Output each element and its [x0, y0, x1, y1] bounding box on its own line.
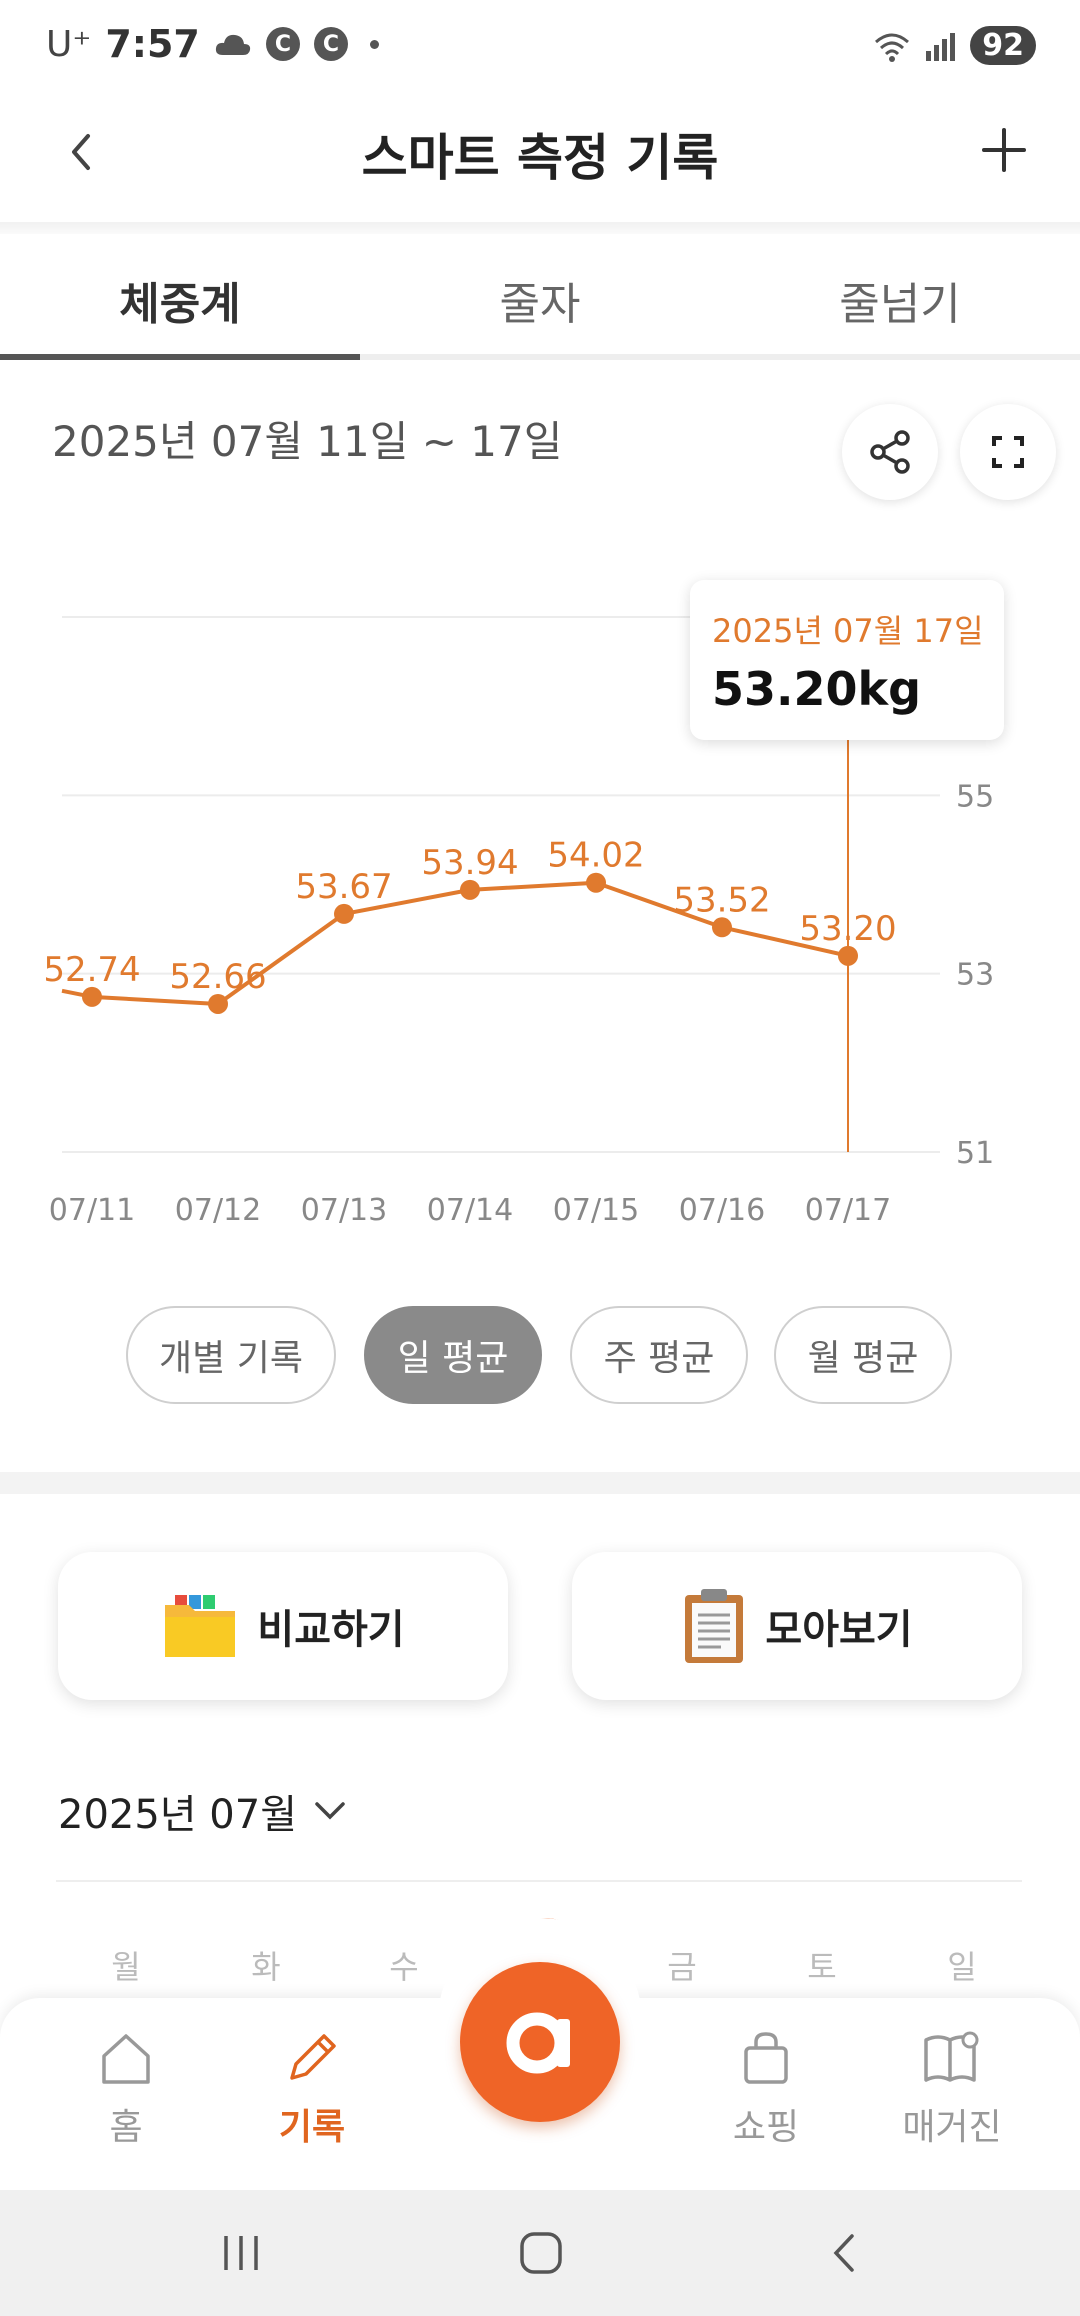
data-point: [208, 993, 228, 1014]
clipboard-icon: [685, 1589, 744, 1663]
folder-icon: [165, 1595, 236, 1657]
data-label: 53.20: [799, 909, 896, 949]
tab-scale[interactable]: 체중계: [0, 234, 360, 360]
y-tick-label: 55: [956, 779, 994, 814]
data-point: [334, 903, 354, 924]
pencil-icon: [290, 2034, 336, 2080]
compare-label: 비교하기: [257, 1607, 405, 1653]
tooltip-date: 2025년 07월 17일: [712, 612, 984, 650]
data-point: [586, 872, 606, 893]
data-label: 53.67: [295, 867, 392, 907]
y-tick-label: 53: [956, 958, 994, 993]
chevron-down-icon: [315, 1802, 345, 1820]
series-line: [61, 880, 849, 1006]
pill-monthly-average[interactable]: 월 평균: [774, 1306, 952, 1404]
share-button[interactable]: [842, 404, 938, 500]
nav-shopping[interactable]: 쇼핑: [696, 2028, 836, 2150]
brand-a-icon: [506, 2012, 570, 2074]
data-label: 52.66: [169, 957, 266, 997]
weekday-sat: 토: [807, 1948, 837, 1986]
data-label: 53.52: [673, 880, 770, 920]
page-title: 스마트 측정 기록: [361, 129, 719, 187]
x-tick-label: 07/16: [679, 1193, 765, 1228]
tab-jump-rope[interactable]: 줄넘기: [839, 279, 961, 330]
data-point: [838, 945, 858, 966]
back-button-icon[interactable]: [820, 2228, 870, 2278]
month-selector[interactable]: 2025년 07월: [58, 1782, 347, 1840]
pill-individual-record[interactable]: 개별 기록: [126, 1306, 336, 1404]
c-badge-icon: C: [313, 27, 348, 61]
shopping-bag-icon: [744, 2032, 788, 2084]
weekday-sun: 일: [947, 1948, 977, 1986]
weekday-wed: 수: [389, 1948, 419, 1986]
tooltip-value: 53.20kg: [712, 662, 922, 716]
weekday-fri: 금: [667, 1948, 697, 1986]
x-tick-label: 07/12: [175, 1193, 261, 1228]
data-point: [712, 917, 732, 938]
weekday-mon: 월: [111, 1948, 141, 1986]
x-tick-label: 07/17: [805, 1193, 891, 1228]
data-point: [460, 879, 480, 900]
pill-daily-average[interactable]: 일 평균: [364, 1306, 542, 1404]
carrier-label: U⁺: [46, 23, 92, 65]
date-range: 2025년 07월 11일 ~ 17일: [52, 417, 563, 466]
view-mode-selector: 개별 기록 일 평균 주 평균 월 평균: [0, 1306, 1080, 1406]
month-label: 2025년 07월: [58, 1792, 298, 1838]
tab-tape-measure[interactable]: 줄자: [499, 279, 581, 330]
nav-home-label: 홈: [109, 2107, 143, 2148]
nav-shopping-label: 쇼핑: [732, 2107, 800, 2148]
fullscreen-button[interactable]: [960, 404, 1056, 500]
nav-record-label: 기록: [278, 2107, 346, 2148]
battery-indicator: 92: [970, 26, 1036, 65]
pill-weekly-average[interactable]: 주 평균: [570, 1306, 748, 1404]
data-label: 53.94: [421, 843, 518, 883]
chart-tooltip: 2025년 07월 17일 53.20kg: [690, 580, 1004, 740]
compare-button[interactable]: 비교하기: [58, 1552, 508, 1700]
y-tick-label: 51: [956, 1136, 994, 1171]
fullscreen-icon: [992, 436, 1024, 468]
data-point: [82, 986, 102, 1007]
nav-magazine-label: 매거진: [902, 2107, 1002, 2148]
app-header: 스마트 측정 기록: [0, 92, 1080, 222]
x-tick-label: 07/13: [301, 1193, 387, 1228]
section-divider: [0, 1472, 1080, 1494]
measurement-tabs: 체중계 줄자 줄넘기: [0, 234, 1080, 360]
share-icon: [870, 430, 910, 474]
home-icon: [102, 2034, 150, 2084]
brand-fab-button[interactable]: [460, 1962, 620, 2122]
add-icon[interactable]: [974, 120, 1034, 180]
data-label: 54.02: [547, 836, 644, 876]
status-right: 92: [872, 26, 1036, 65]
x-tick-label: 07/11: [49, 1193, 135, 1228]
home-button-icon[interactable]: [516, 2228, 566, 2278]
weekday-tue: 화: [251, 1948, 281, 1986]
cloud-icon: [215, 34, 251, 55]
header-divider: [0, 222, 1080, 234]
magazine-icon: [924, 2031, 979, 2082]
nav-record[interactable]: 기록: [242, 2028, 382, 2150]
signal-icon: [926, 32, 956, 61]
status-time: 7:57: [105, 22, 200, 66]
nav-home[interactable]: 홈: [56, 2028, 196, 2150]
back-icon[interactable]: [52, 122, 112, 182]
recent-apps-icon[interactable]: [216, 2228, 266, 2278]
weight-line-chart: 55 53 51 07/11 07/12 07/13 07/14 07/15 07/16 07/1…: [43, 616, 994, 1228]
collect-view-button[interactable]: 모아보기: [572, 1552, 1022, 1700]
x-tick-label: 07/15: [553, 1193, 639, 1228]
calendar-divider: [56, 1880, 1022, 1882]
status-bar: U⁺ 7:57 C C 92: [0, 0, 1080, 92]
wifi-icon: [875, 33, 910, 62]
x-tick-label: 07/14: [427, 1193, 513, 1228]
system-navigation-bar: [0, 2190, 1080, 2316]
collect-label: 모아보기: [765, 1607, 913, 1653]
status-left: U⁺ 7:57 C C: [46, 22, 379, 66]
c-badge-icon: C: [265, 27, 300, 61]
nav-magazine[interactable]: 매거진: [882, 2028, 1022, 2150]
more-notifications-dot: [369, 39, 379, 49]
data-label: 52.74: [43, 950, 140, 990]
